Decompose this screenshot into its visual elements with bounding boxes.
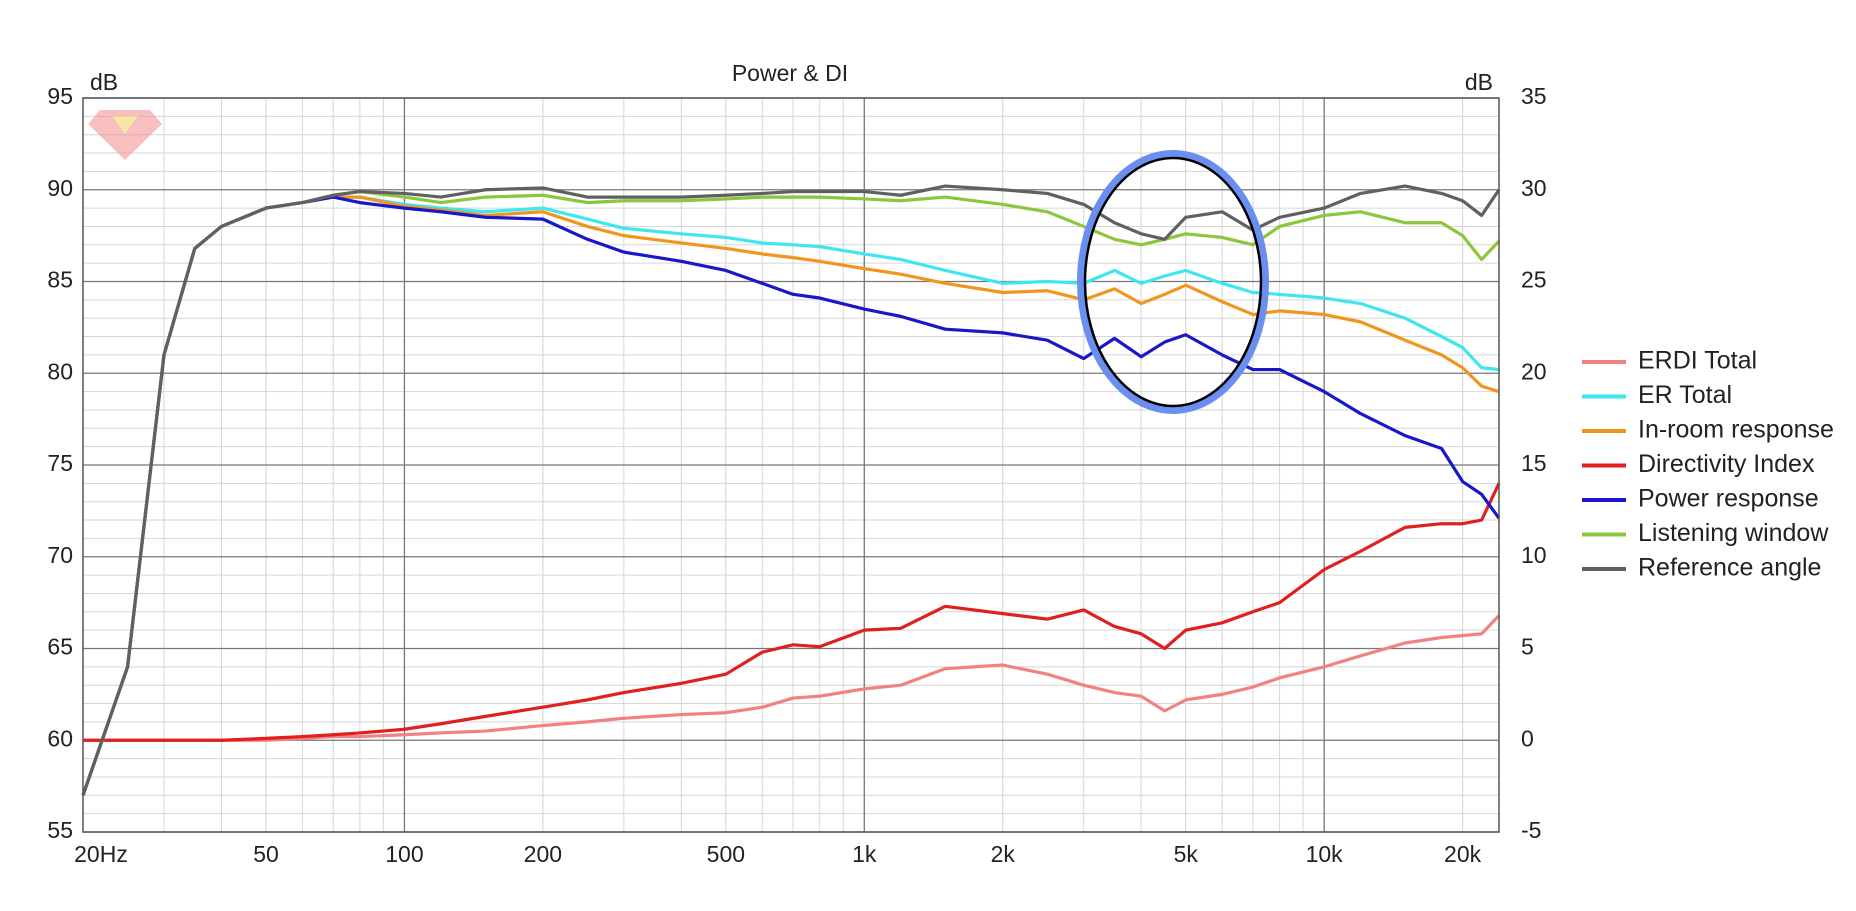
series-line [83, 482, 1501, 742]
x-tick-label: 200 [524, 841, 562, 867]
legend-label: In-room response [1638, 416, 1834, 444]
tick-labels: 55 60 65 70 75 80 85 90 95 -5 0 5 10 15 20 25 30 35 20Hz 50… [47, 83, 1546, 867]
logo [88, 110, 162, 160]
y2-tick-label: 15 [1521, 450, 1547, 476]
chart-title: Power & DI [732, 60, 848, 86]
x-tick-label: 20Hz [74, 841, 128, 867]
y2-tick-label: 25 [1521, 267, 1547, 293]
y-tick-label: 85 [47, 267, 73, 293]
y-tick-label: 80 [47, 358, 73, 384]
legend-label: ERDI Total [1638, 347, 1757, 375]
grid [82, 97, 1499, 833]
x-tick-label: 1k [852, 841, 877, 867]
y-tick-label: 95 [47, 83, 73, 109]
y2-axis-label: dB [1465, 69, 1493, 95]
y-tick-label: 90 [47, 175, 73, 201]
legend-label: Listening window [1638, 519, 1829, 547]
legend-label: Reference angle [1638, 554, 1821, 582]
y2-tick-label: 5 [1521, 634, 1534, 660]
y2-tick-label: 0 [1521, 725, 1534, 751]
x-tick-label: 10k [1306, 841, 1344, 867]
x-tick-label: 50 [253, 841, 279, 867]
legend-label: Directivity Index [1638, 450, 1815, 478]
x-tick-label: 5k [1174, 841, 1199, 867]
series-line [81, 184, 1501, 796]
logo-mark [112, 116, 138, 134]
x-tick-label: 100 [385, 841, 423, 867]
y-tick-label: 55 [47, 817, 73, 843]
y-tick-label: 60 [47, 725, 73, 751]
y2-tick-label: 20 [1521, 358, 1547, 384]
series-lines [81, 184, 1501, 796]
y-tick-label: 70 [47, 542, 73, 568]
x-tick-label: 20k [1444, 841, 1482, 867]
highlight-ellipse-inner [1083, 156, 1263, 408]
y2-tick-label: 10 [1521, 542, 1547, 568]
legend: ERDI Total ER Total In-room response Direct… [1582, 347, 1834, 582]
y-tick-label: 75 [47, 450, 73, 476]
y2-tick-label: 30 [1521, 175, 1547, 201]
x-tick-label: 500 [707, 841, 745, 867]
highlight-ellipse-outer [1077, 150, 1269, 414]
plot-frame [82, 97, 1500, 833]
series-line [83, 614, 1501, 742]
y2-tick-label: -5 [1521, 817, 1541, 843]
x-tick-label: 2k [991, 841, 1016, 867]
logo-gem [88, 110, 162, 160]
legend-label: Power response [1638, 485, 1819, 513]
y-axis-label: dB [90, 69, 118, 95]
y-tick-label: 65 [47, 634, 73, 660]
legend-label: ER Total [1638, 381, 1732, 409]
y2-tick-label: 35 [1521, 83, 1547, 109]
